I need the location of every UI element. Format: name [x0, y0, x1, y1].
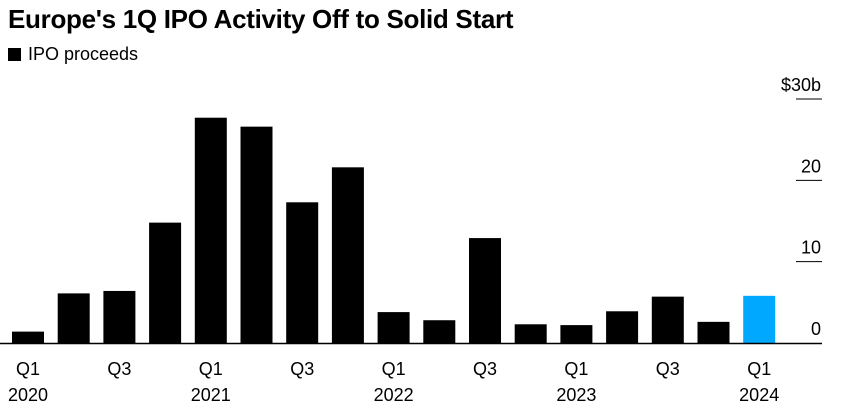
x-tick-label-quarter: Q1: [199, 359, 223, 379]
bar: [423, 320, 456, 343]
bar: [57, 293, 90, 343]
bar: [286, 202, 319, 343]
x-tick-label-quarter: Q1: [564, 359, 588, 379]
y-tick-label: 10: [801, 238, 821, 258]
x-tick-label-year: 2022: [374, 385, 414, 405]
bar: [377, 312, 410, 343]
legend-label: IPO proceeds: [28, 44, 139, 64]
legend: IPO proceeds: [8, 44, 138, 65]
bar: [697, 321, 730, 343]
x-tick-label-quarter: Q3: [290, 359, 314, 379]
x-tick-label-year: 2021: [191, 385, 231, 405]
bar: [514, 324, 547, 343]
x-tick-label-quarter: Q1: [382, 359, 406, 379]
bar: [149, 222, 182, 343]
y-tick-label: 0: [811, 319, 821, 339]
bar: [560, 325, 593, 343]
x-tick-label-quarter: Q3: [107, 359, 131, 379]
legend-swatch: [8, 48, 21, 61]
x-tick-label-year: 2024: [739, 385, 779, 405]
bar: [12, 331, 44, 343]
bar: [743, 295, 776, 343]
x-tick-label-quarter: Q3: [473, 359, 497, 379]
chart-title: Europe's 1Q IPO Activity Off to Solid St…: [8, 4, 514, 34]
bar: [240, 126, 273, 343]
x-tick-label-quarter: Q1: [16, 359, 40, 379]
bar: [194, 117, 227, 343]
y-tick-label: $30b: [781, 75, 821, 95]
bar: [606, 311, 639, 343]
bar: [331, 167, 364, 343]
x-tick-label-quarter: Q1: [747, 359, 771, 379]
bar: [651, 296, 684, 343]
x-tick-label-year: 2020: [8, 385, 48, 405]
y-tick-label: 20: [801, 156, 821, 176]
x-tick-label-quarter: Q3: [656, 359, 680, 379]
bar: [103, 290, 136, 343]
x-tick-label-year: 2023: [556, 385, 596, 405]
bar: [469, 238, 501, 343]
